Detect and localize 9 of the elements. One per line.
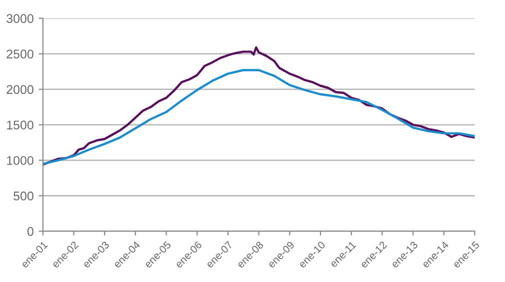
line-series bbox=[42, 69, 475, 165]
line-series bbox=[42, 46, 475, 166]
y-tick-label: 2000 bbox=[6, 85, 34, 94]
y-tick-label: 500 bbox=[14, 192, 34, 200]
y-tick-label: 2500 bbox=[6, 50, 34, 58]
y-tick-label: 1000 bbox=[7, 156, 34, 165]
y-tick-label: 0 bbox=[27, 227, 34, 236]
y-tick-label: 3000 bbox=[6, 14, 34, 23]
y-tick-label: 1500 bbox=[7, 120, 34, 130]
